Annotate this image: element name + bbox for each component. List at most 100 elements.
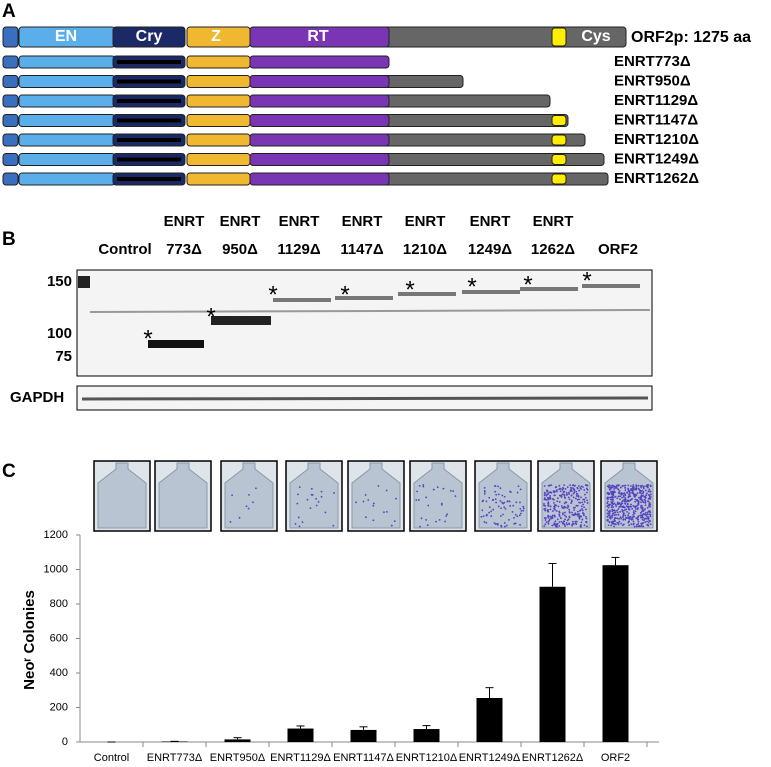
colony [616, 521, 619, 524]
colony [615, 513, 617, 516]
colony [501, 501, 503, 504]
domain-n-term [2, 114, 19, 127]
colony [612, 503, 615, 506]
colony [649, 520, 652, 523]
bg-band [89, 309, 651, 313]
colony [646, 486, 649, 489]
colony [608, 504, 611, 507]
colony [646, 523, 649, 526]
colony [634, 498, 637, 501]
colony [641, 516, 643, 519]
colony [629, 489, 632, 491]
colony [608, 484, 611, 487]
colony [585, 491, 588, 494]
ladder-dot [78, 276, 90, 288]
error-bar [296, 725, 305, 729]
colony [620, 502, 623, 505]
colony [519, 512, 522, 515]
colony [621, 509, 624, 511]
colony [649, 523, 652, 526]
colony [586, 488, 589, 491]
colony [633, 493, 636, 496]
domain-en [18, 55, 116, 69]
colony [639, 497, 642, 500]
colony [504, 507, 507, 510]
colony [505, 524, 508, 527]
domain-tail [382, 114, 569, 127]
colony [452, 490, 455, 493]
error-bar [233, 737, 242, 740]
colony [610, 501, 613, 503]
colony [584, 493, 586, 496]
colony [440, 503, 443, 506]
band [273, 298, 331, 302]
colony [502, 502, 504, 505]
lane-label: 1129Δ [277, 241, 321, 258]
colony [519, 501, 521, 504]
colony [508, 500, 511, 503]
colony [364, 494, 367, 496]
domain-cys-motif [551, 173, 567, 185]
colony [488, 511, 490, 514]
x-tick-label: ENRT1129Δ [270, 752, 331, 764]
colony [503, 495, 506, 498]
colony [579, 486, 582, 489]
colony [497, 485, 500, 488]
colony [624, 486, 627, 489]
colony [512, 504, 515, 507]
colony [566, 523, 569, 526]
colony [577, 485, 580, 487]
colony [644, 489, 647, 492]
x-tick-label: ENRT1210Δ [396, 752, 458, 764]
colony [581, 501, 584, 504]
colony [578, 515, 581, 517]
domain-en [18, 75, 116, 88]
colony [553, 514, 556, 517]
colony [555, 486, 558, 488]
colony [310, 487, 313, 490]
colony [627, 521, 630, 524]
colony [551, 498, 554, 500]
colony [564, 488, 567, 490]
error-bar [611, 556, 620, 566]
colony [572, 492, 575, 495]
colony [611, 490, 614, 493]
colony [643, 496, 646, 499]
colony [549, 496, 552, 499]
colony [637, 484, 640, 487]
colony [625, 505, 628, 508]
bar [602, 565, 629, 742]
error-bar [548, 562, 557, 587]
colony [324, 511, 327, 514]
colony [649, 490, 652, 493]
colony [583, 501, 586, 503]
colony [449, 489, 452, 492]
colony [614, 517, 616, 520]
colony [640, 486, 643, 489]
colony [606, 500, 609, 503]
colony [427, 504, 430, 507]
colony [554, 508, 556, 511]
colony [610, 515, 613, 518]
colony [613, 509, 615, 512]
colony [611, 502, 613, 505]
lane-label: ORF2 [598, 241, 638, 258]
colony [574, 512, 577, 515]
colony [575, 493, 578, 496]
colony [238, 516, 241, 519]
colony [480, 515, 483, 518]
colony [622, 518, 625, 520]
colony [393, 520, 396, 523]
colony [547, 484, 550, 487]
bar [224, 739, 251, 742]
colony [566, 493, 568, 496]
colony [508, 518, 510, 521]
colony [555, 525, 557, 528]
colony [636, 504, 639, 507]
colony [640, 492, 643, 495]
colony [547, 504, 549, 507]
colony [635, 485, 638, 488]
colony [490, 515, 493, 517]
colony [550, 516, 553, 519]
colony [627, 506, 629, 509]
